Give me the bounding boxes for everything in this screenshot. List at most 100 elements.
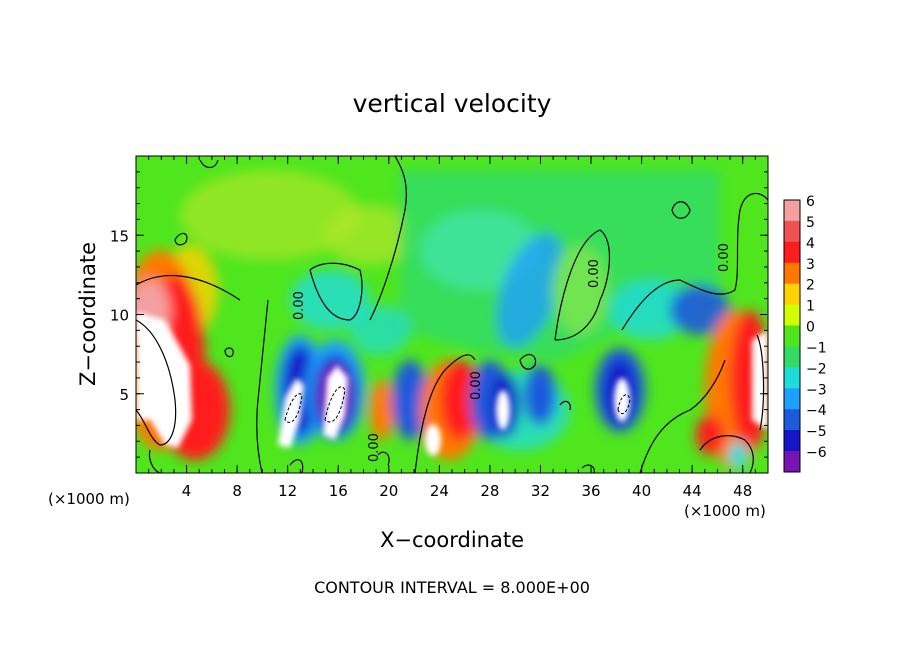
colorbar-label: 1 (806, 299, 815, 315)
colorbar-label: 4 (806, 236, 815, 252)
x-tick-label: 40 (632, 482, 651, 500)
contour-label: 0.00 (367, 433, 382, 462)
contour-line (639, 359, 726, 473)
colorbar-label: −5 (806, 424, 827, 440)
colorbar-label: 5 (806, 215, 815, 231)
colorbar: 6 5 4 3 2 1 0 −1 −2 −3 −4 −5 −6 (783, 194, 827, 473)
contour-line (309, 262, 363, 321)
x-tick-label: 36 (581, 482, 600, 500)
x-axis-label: X−coordinate (380, 528, 524, 552)
colorbar-swatch (784, 304, 800, 326)
field-blob (325, 205, 415, 265)
contour-line (369, 156, 407, 321)
colorbar-swatch (784, 200, 800, 222)
contour-line (554, 229, 611, 341)
contour-line (671, 201, 691, 219)
field-core (323, 365, 348, 440)
contour-line (756, 334, 765, 431)
contour-line (284, 393, 303, 423)
y-tick-label: 10 (110, 307, 129, 325)
colorbar-label: −2 (806, 361, 827, 377)
field-blob (180, 170, 360, 260)
contour-line (136, 275, 241, 301)
x-unit-label-right: (×1000 m) (684, 502, 766, 520)
contour-line (699, 435, 754, 473)
colorbar-label: 2 (806, 278, 815, 294)
field-blob (696, 415, 724, 455)
contour-line (377, 451, 390, 466)
colorbar-label: 0 (806, 320, 815, 336)
colorbar-label: 6 (806, 194, 815, 210)
field-blob (290, 270, 370, 330)
y-axis: 5 10 15 (110, 171, 768, 458)
field-core (425, 424, 441, 456)
contour-line (559, 400, 571, 411)
contour-line (148, 449, 161, 473)
colorbar-swatch (784, 451, 800, 473)
field-blob (524, 365, 556, 425)
contour-line (199, 159, 219, 169)
contour-line (621, 192, 768, 331)
chart-title: vertical velocity (353, 89, 552, 118)
colorbar-label: −1 (806, 340, 827, 356)
colorbar-frame (783, 199, 801, 473)
colorbar-swatch (784, 241, 800, 264)
dashed-contours (284, 386, 631, 423)
colorbar-label: −3 (806, 382, 827, 398)
x-tick-label: 20 (379, 482, 398, 500)
colorbar-swatch (784, 367, 800, 389)
contour-line (414, 354, 476, 473)
field-blob (370, 380, 394, 440)
contour-field (136, 156, 768, 473)
x-tick-label: 12 (278, 482, 297, 500)
contour-line (224, 347, 234, 358)
x-tick-label: 4 (182, 482, 192, 500)
x-tick-label: 48 (733, 482, 752, 500)
contour-line (289, 459, 304, 473)
field-blob (670, 285, 730, 335)
field-blob (392, 360, 428, 440)
colorbar-swatch (784, 409, 800, 431)
contour-line (324, 386, 346, 423)
contour-line (617, 394, 631, 415)
field-core (752, 330, 768, 430)
y-tick-label: 15 (110, 227, 129, 245)
colorbar-label: −6 (806, 445, 827, 461)
y-axis-label: Z−coordinate (76, 242, 100, 386)
field-blob (496, 232, 564, 348)
field-core (278, 378, 304, 448)
field-blob (610, 280, 690, 340)
x-unit-label-left: (×1000 m) (48, 490, 130, 508)
colorbar-swatch (784, 388, 800, 410)
field-blob (440, 360, 480, 440)
colorbar-swatch (784, 346, 800, 368)
x-tick-label: 28 (480, 482, 499, 500)
contour-label: 0.00 (587, 259, 602, 288)
contour-line (136, 319, 177, 446)
colorbar-swatch (784, 262, 800, 285)
contour-line (256, 299, 269, 473)
colorbar-swatch (784, 325, 800, 347)
contour-label: 0.00 (717, 243, 732, 272)
x-tick-label: 8 (232, 482, 242, 500)
colorbar-swatch (784, 283, 800, 306)
field-core (496, 390, 510, 430)
contour-labels: 0.00 0.00 0.00 0.00 0.00 (292, 243, 732, 462)
contour-interval-footer: CONTOUR INTERVAL = 8.000E+00 (314, 578, 590, 597)
contour-line (519, 353, 537, 370)
x-tick-label: 44 (683, 482, 702, 500)
x-tick-label: 16 (329, 482, 348, 500)
y-tick-label: 5 (119, 386, 129, 404)
contour-lines (136, 156, 768, 473)
contour-line (174, 232, 188, 246)
field-core (614, 378, 630, 422)
contour-label: 0.00 (469, 371, 484, 400)
colorbar-label: 3 (806, 257, 815, 273)
x-tick-label: 24 (430, 482, 449, 500)
colorbar-swatch (784, 220, 800, 243)
x-tick-label: 32 (531, 482, 550, 500)
colorbar-swatch (784, 430, 800, 452)
colorbar-label: −4 (806, 403, 827, 419)
field-core (136, 312, 192, 448)
